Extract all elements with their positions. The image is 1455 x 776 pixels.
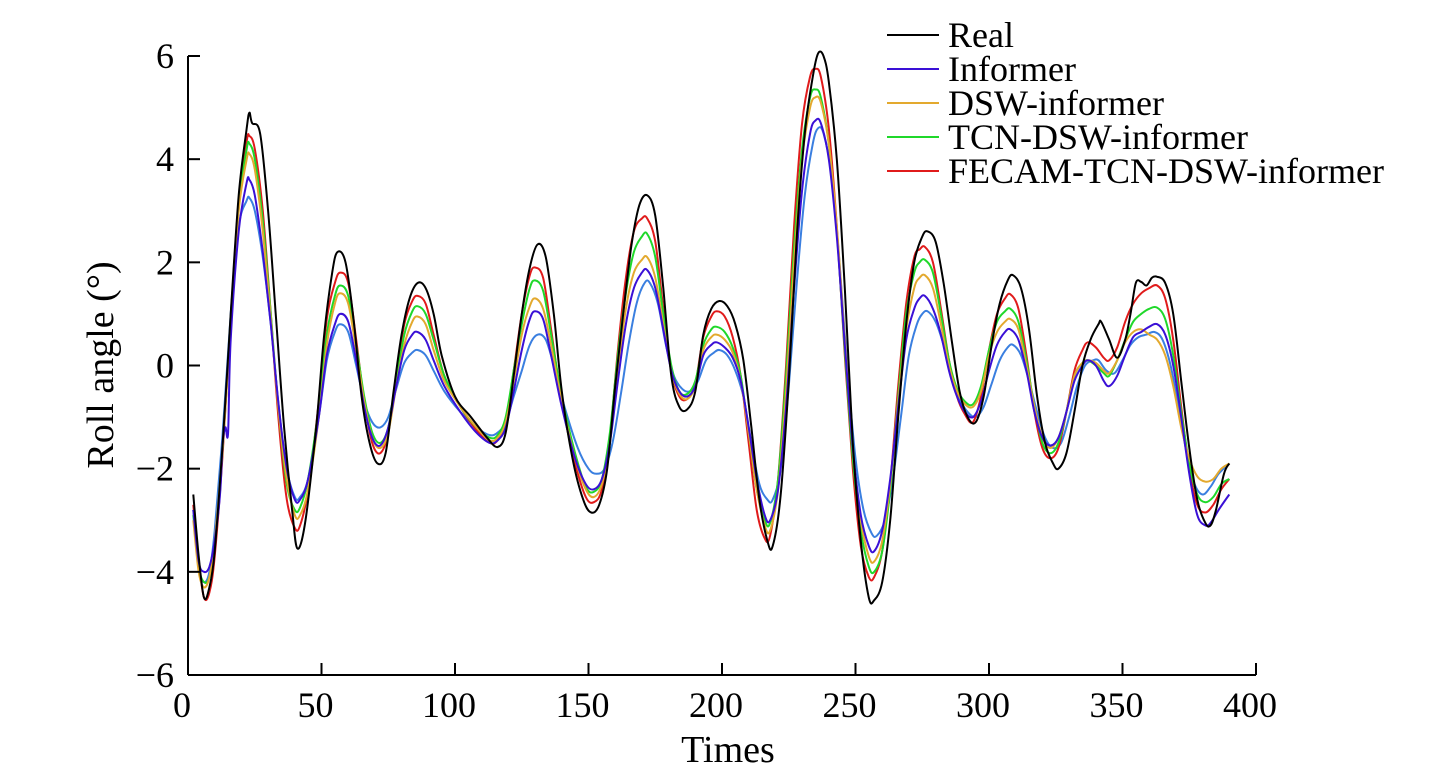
x-tick-label: 50	[298, 685, 334, 725]
legend-label: FECAM-TCN-DSW-informer	[948, 151, 1384, 191]
x-tick-label: 200	[689, 685, 743, 725]
y-tick-label: −6	[136, 655, 174, 695]
x-tick-label: 300	[956, 685, 1010, 725]
y-tick-label: 2	[156, 242, 174, 282]
y-tick-label: 0	[156, 346, 174, 386]
x-axis-ticks: 0 50 100 150 200 250 300 350 400	[173, 663, 1277, 725]
legend-label: Real	[948, 15, 1014, 55]
legend-label: DSW-informer	[948, 83, 1164, 123]
series-line-real	[192, 50, 1231, 605]
series-layer	[192, 50, 1231, 605]
axes-layer: 0 50 100 150 200 250 300 350 400 −6 −4 −2 0 2 4 6	[136, 36, 1277, 725]
series-line-informer	[192, 117, 1231, 574]
x-tick-label: 400	[1223, 685, 1277, 725]
x-tick-label: 0	[173, 685, 191, 725]
legend-label: TCN-DSW-informer	[948, 117, 1248, 157]
legend-label: Informer	[948, 49, 1076, 89]
x-tick-label: 150	[556, 685, 610, 725]
x-tick-label: 350	[1090, 685, 1144, 725]
y-axis-ticks: −6 −4 −2 0 2 4 6	[136, 36, 200, 695]
y-tick-label: −4	[136, 552, 174, 592]
x-tick-label: 100	[422, 685, 476, 725]
series-line-unlabeled	[192, 126, 1230, 584]
series-line-dsw-informer	[192, 95, 1230, 589]
y-axis-label: Roll angle (°)	[80, 261, 122, 468]
y-tick-label: 4	[156, 139, 174, 179]
legend: RealInformerDSW-informerTCN-DSW-informer…	[887, 15, 1384, 191]
x-tick-label: 250	[823, 685, 877, 725]
y-tick-label: 6	[156, 36, 174, 76]
y-tick-label: −2	[136, 449, 174, 489]
x-axis-label: Times	[681, 729, 775, 771]
series-line-tcn-dsw-informer	[192, 88, 1230, 584]
